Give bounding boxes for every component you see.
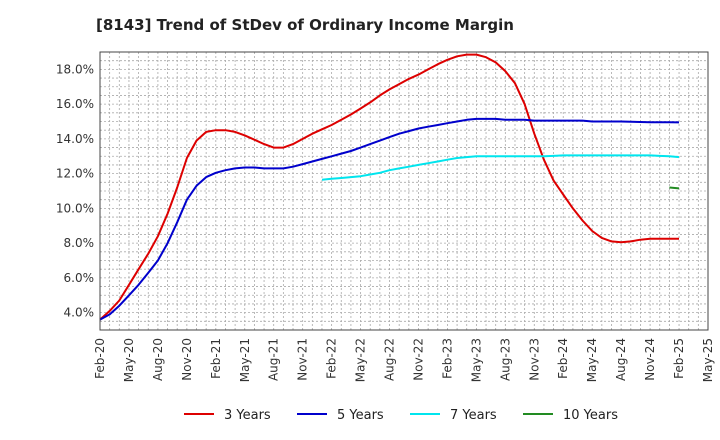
x-tick-label: Aug-21 xyxy=(267,338,281,381)
x-tick-label: Nov-23 xyxy=(527,338,541,381)
legend-label: 3 Years xyxy=(224,408,271,423)
legend: 3 Years 5 Years 7 Years 10 Years xyxy=(184,408,618,423)
x-tick-label: Aug-20 xyxy=(151,338,165,381)
legend-label: 5 Years xyxy=(337,408,384,423)
x-tick-label: Aug-23 xyxy=(498,338,512,381)
x-tick-label: Feb-22 xyxy=(325,338,339,379)
x-tick-label: May-25 xyxy=(701,338,715,382)
x-tick-label: Feb-23 xyxy=(440,338,454,379)
x-axis: Feb-20 May-20 Aug-20 Nov-20 Feb-21 May-21 Aug-… xyxy=(93,338,715,382)
x-tick-label: Feb-20 xyxy=(93,338,107,379)
plot-frame xyxy=(99,51,709,331)
x-tick-label: Aug-24 xyxy=(614,338,628,381)
x-tick-label: May-21 xyxy=(238,338,252,382)
legend-item-10-years: 10 Years xyxy=(523,408,618,423)
legend-item-3-years: 3 Years xyxy=(184,408,271,423)
series-layer xyxy=(99,53,680,321)
y-tick-label: 12.0% xyxy=(56,167,94,181)
x-tick-label: Nov-22 xyxy=(412,338,426,381)
x-tick-label: Feb-24 xyxy=(556,338,570,379)
chart-title: [8143] Trend of StDev of Ordinary Income… xyxy=(96,16,514,34)
series-line-3-years xyxy=(99,53,679,321)
legend-item-7-years: 7 Years xyxy=(410,408,497,423)
legend-label: 7 Years xyxy=(450,408,497,423)
y-tick-label: 16.0% xyxy=(56,97,94,111)
y-tick-label: 10.0% xyxy=(56,201,94,215)
x-tick-label: Nov-20 xyxy=(180,338,194,381)
series-line-7-years xyxy=(321,154,680,181)
y-tick-label: 8.0% xyxy=(64,236,95,250)
x-tick-label: May-22 xyxy=(354,338,368,382)
x-tick-label: May-23 xyxy=(469,338,483,382)
x-tick-label: Aug-22 xyxy=(383,338,397,381)
y-tick-label: 18.0% xyxy=(56,62,94,76)
legend-item-5-years: 5 Years xyxy=(297,408,384,423)
legend-label: 10 Years xyxy=(563,408,618,423)
x-tick-label: May-24 xyxy=(585,338,599,382)
series-line-5-years xyxy=(99,117,680,321)
y-tick-label: 14.0% xyxy=(56,132,94,146)
y-axis: 4.0% 6.0% 8.0% 10.0% 12.0% 14.0% 16.0% 18.0% xyxy=(56,62,94,319)
x-tick-label: Feb-25 xyxy=(672,338,686,379)
x-tick-label: Nov-21 xyxy=(296,338,310,381)
x-tick-label: Nov-24 xyxy=(643,338,657,381)
x-tick-label: Feb-21 xyxy=(209,338,223,379)
series-line-10-years xyxy=(669,186,680,190)
x-tick-label: May-20 xyxy=(122,338,136,382)
y-tick-label: 6.0% xyxy=(64,271,95,285)
y-tick-label: 4.0% xyxy=(64,306,95,320)
